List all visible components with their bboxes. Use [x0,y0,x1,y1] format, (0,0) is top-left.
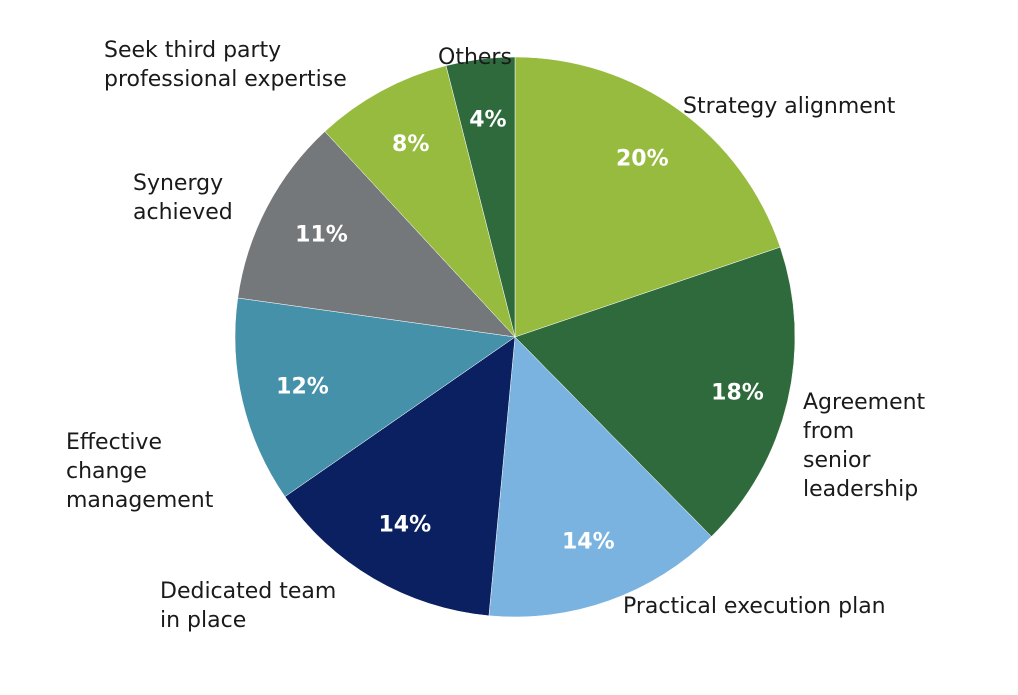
pie-slice-3 [488,336,712,618]
pie-slice-2 [514,246,796,537]
category-label-7: Seek third party professional expertise [104,38,347,92]
percent-label-3: 14% [562,530,615,555]
category-label-3: Practical execution plan [623,594,886,619]
pie-slice-5 [234,297,516,497]
pie-slice-4 [284,336,516,617]
category-label-2: Agreement from senior leadership [803,390,926,502]
pie-slice-6 [237,131,516,338]
category-label-line: Agreement [803,390,926,415]
category-label-line: Effective [66,430,162,455]
category-label-line: from [803,419,854,444]
percent-label-7: 8% [392,132,429,157]
pie-slice-7 [324,65,516,338]
category-label-line: achieved [133,200,233,225]
percent-label-2: 18% [711,381,764,406]
category-label-line: senior [803,448,872,473]
category-label-line: Dedicated team [160,579,336,604]
category-label-4: Dedicated team in place [160,579,336,633]
category-label-line: Strategy alignment [683,94,896,119]
category-label-line: Synergy [133,171,223,196]
percent-labels-layer: 20% 18% 14% 14% 12% 11% 8% 4% [276,107,764,554]
category-label-line: management [66,488,214,513]
pie-slice-1 [514,56,781,338]
category-label-line: Seek third party [104,38,281,63]
category-label-line: Practical execution plan [623,594,886,619]
category-label-line: change [66,459,147,484]
category-label-line: leadership [803,477,918,502]
slices-layer [234,56,796,618]
category-labels-layer: Strategy alignment Agreement from senior lea… [66,38,926,633]
category-label-line: in place [160,608,246,633]
percent-label-1: 20% [616,147,669,172]
category-label-8: Others [438,45,512,70]
category-label-line: Others [438,45,512,70]
category-label-line: professional expertise [104,67,347,92]
category-label-5: Effective change management [66,430,214,513]
category-label-1: Strategy alignment [683,94,896,119]
percent-label-8: 4% [469,107,506,132]
percent-label-6: 11% [295,223,348,248]
percent-label-4: 14% [378,513,431,538]
category-label-6: Synergy achieved [133,171,233,225]
pie-slice-8 [445,56,516,338]
percent-label-5: 12% [276,375,329,400]
